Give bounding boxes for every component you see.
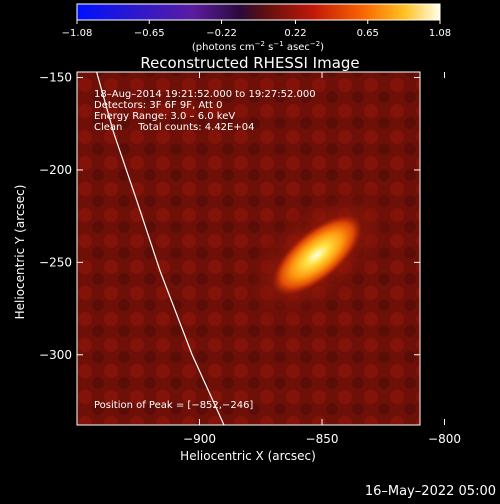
colorbar-tick-label-2: −0.22 <box>206 28 237 39</box>
plot-frame <box>76 71 421 426</box>
y-axis-ticks: −150 −200 −250 −300 <box>39 71 420 362</box>
colorbar-tick-label-4: 0.65 <box>357 28 379 39</box>
colorbar-tick-label-0: −1.08 <box>62 28 93 39</box>
solar-limb-curve <box>96 72 225 425</box>
footer-timestamp: 16–May–2022 05:00 <box>365 484 496 499</box>
y-axis-label: Heliocentric Y (arcsec) <box>13 185 27 320</box>
y-tick-label-2: −250 <box>39 255 72 269</box>
annotation-detectors: Detectors: 3F 6F 9F, Att 0 <box>94 100 222 111</box>
annotation-peak: Position of Peak = [−852,−246] <box>94 400 253 411</box>
annotation-energy: Energy Range: 3.0 – 6.0 keV <box>94 111 235 122</box>
annotation-time: 18–Aug–2014 19:21:52.000 to 19:27:52.000 <box>94 89 316 100</box>
y-tick-label-1: −200 <box>39 163 72 177</box>
colorbar-ticks: −1.08 −0.65 −0.22 0.22 0.65 1.08 <box>62 20 451 39</box>
plot-area <box>77 72 420 425</box>
x-tick-label-0: −900 <box>183 432 216 446</box>
colorbar-tick-label-3: 0.22 <box>284 28 306 39</box>
y-tick-label-0: −150 <box>39 71 72 85</box>
x-axis-ticks: −900 −850 −800 <box>183 72 461 446</box>
x-tick-label-2: −800 <box>428 432 461 446</box>
x-axis-label: Heliocentric X (arcsec) <box>180 449 316 463</box>
colorbar-unit-label: (photons cm−2 s−1 asec−2) <box>192 40 324 53</box>
annotation-clean: Clean Total counts: 4.42E+04 <box>94 122 254 133</box>
colorbar <box>76 3 441 21</box>
y-tick-label-3: −300 <box>39 348 72 362</box>
chart-title: Reconstructed RHESSI Image <box>140 54 359 72</box>
x-tick-label-1: −850 <box>306 432 339 446</box>
colorbar-tick-label-5: 1.08 <box>429 28 451 39</box>
colorbar-tick-label-1: −0.65 <box>134 28 165 39</box>
source-core <box>272 215 362 295</box>
